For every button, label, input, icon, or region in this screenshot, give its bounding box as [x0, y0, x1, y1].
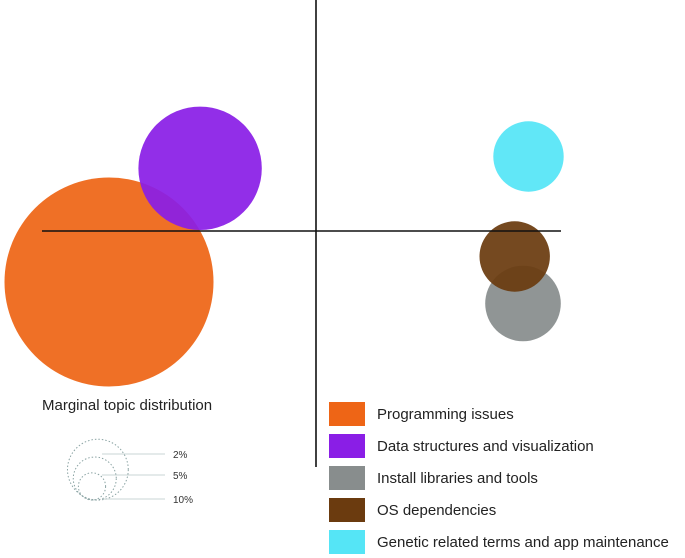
legend-item-os-dependencies: OS dependencies — [329, 494, 685, 526]
bubble-os-dependencies — [479, 221, 550, 292]
legend: Programming issues Data structures and v… — [329, 398, 685, 558]
legend-label: OS dependencies — [377, 501, 497, 519]
size-legend-label: 2% — [173, 450, 188, 461]
size-legend-title: Marginal topic distribution — [42, 397, 213, 414]
bubble-data-structures-and-visualization — [138, 106, 262, 230]
size-legend-label: 5% — [173, 471, 188, 482]
legend-label: Programming issues — [377, 405, 514, 423]
legend-swatch — [329, 434, 365, 458]
size-legend-circle — [77, 472, 107, 501]
bubble-layer — [4, 106, 564, 387]
bubble-genetic-related-terms-and-app-maintenance — [493, 121, 564, 192]
legend-label: Install libraries and tools — [377, 469, 538, 487]
legend-item-genetic-terms: Genetic related terms and app maintenanc… — [329, 526, 685, 558]
legend-label: Genetic related terms and app maintenanc… — [377, 533, 669, 551]
legend-item-programming: Programming issues — [329, 398, 685, 430]
legend-swatch — [329, 466, 365, 490]
size-legend-circle — [66, 438, 129, 501]
legend-item-data-structures: Data structures and visualization — [329, 430, 685, 462]
bubble-programming-issues — [4, 177, 214, 387]
size-legend: 2% 5% 10% — [66, 438, 193, 506]
legend-swatch — [329, 498, 365, 522]
size-legend-label: 10% — [173, 495, 193, 506]
legend-swatch — [329, 402, 365, 426]
legend-item-install-libraries: Install libraries and tools — [329, 462, 685, 494]
size-legend-circle — [72, 456, 117, 501]
legend-label: Data structures and visualization — [377, 437, 594, 455]
legend-swatch — [329, 530, 365, 554]
